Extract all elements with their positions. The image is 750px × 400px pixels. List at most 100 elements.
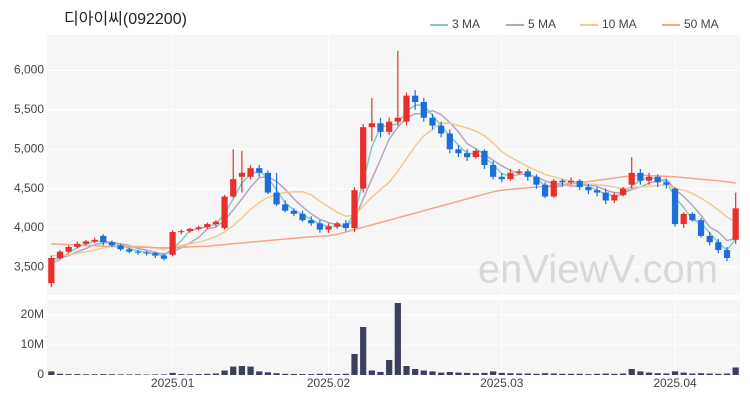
candle-body bbox=[533, 176, 540, 185]
chart-title: 디아이씨(092200) bbox=[64, 10, 187, 28]
candle-body bbox=[100, 235, 107, 243]
candle-body bbox=[481, 150, 488, 165]
candle-body bbox=[438, 125, 445, 134]
candle-body bbox=[238, 172, 246, 177]
candle-body bbox=[273, 192, 280, 205]
volume-bar bbox=[178, 374, 185, 375]
volume-bar bbox=[663, 373, 670, 375]
candle-body bbox=[394, 117, 401, 122]
legend-label: 5 MA bbox=[528, 17, 556, 31]
volume-bar bbox=[498, 372, 505, 375]
volume-bar bbox=[386, 360, 393, 375]
candle-body bbox=[160, 255, 168, 259]
volume-bar bbox=[550, 373, 557, 375]
candle-body bbox=[576, 180, 583, 188]
candle-body bbox=[593, 190, 601, 193]
volume-bar bbox=[342, 373, 349, 375]
candle-body bbox=[472, 150, 479, 158]
volume-bar bbox=[602, 373, 609, 375]
candle-body bbox=[507, 172, 514, 180]
volume-bar bbox=[490, 371, 497, 375]
candle-body bbox=[82, 241, 90, 244]
volume-bar bbox=[65, 374, 72, 375]
y-tick-label: 5,000 bbox=[14, 141, 44, 155]
candle-body bbox=[420, 101, 427, 118]
volume-bar bbox=[282, 373, 289, 375]
ma-line bbox=[50, 104, 737, 265]
candle-body bbox=[386, 121, 393, 132]
candle-body bbox=[403, 95, 410, 122]
volume-bar bbox=[446, 372, 453, 375]
volume-bar bbox=[671, 371, 679, 375]
price-panel bbox=[47, 35, 740, 295]
candle-body bbox=[706, 235, 713, 243]
candle-body bbox=[56, 251, 64, 258]
candle-body bbox=[126, 249, 133, 252]
candle-body bbox=[91, 239, 98, 242]
volume-bar bbox=[697, 373, 705, 375]
candle-body bbox=[256, 168, 263, 173]
y-tick-label: 5,500 bbox=[14, 102, 44, 116]
volume-bar bbox=[360, 327, 367, 375]
candle-body bbox=[204, 224, 211, 228]
volume-bar bbox=[533, 373, 540, 375]
candle-body bbox=[446, 133, 453, 150]
volume-bar bbox=[455, 372, 462, 375]
candle-body bbox=[680, 213, 687, 225]
volume-bar bbox=[715, 373, 722, 375]
x-tick-label: 2025.04 bbox=[653, 376, 697, 390]
candle-body bbox=[619, 188, 627, 195]
x-tick-label: 2025.02 bbox=[307, 376, 351, 390]
volume-bar bbox=[290, 373, 297, 375]
volume-bar bbox=[238, 366, 246, 375]
volume-bar bbox=[541, 373, 549, 375]
volume-bar bbox=[654, 373, 661, 375]
legend-label: 50 MA bbox=[684, 17, 719, 31]
volume-bar bbox=[264, 372, 272, 375]
volume-bar bbox=[195, 374, 202, 375]
candle-body bbox=[697, 220, 705, 236]
candle-body bbox=[412, 95, 419, 102]
candle-body bbox=[541, 184, 549, 197]
volume-bar bbox=[680, 372, 687, 375]
volume-bar bbox=[637, 371, 644, 375]
candle-body bbox=[212, 221, 220, 225]
candle-body bbox=[637, 172, 644, 181]
volume-bar bbox=[169, 372, 176, 375]
candle-body bbox=[498, 176, 505, 180]
candle-body bbox=[290, 210, 297, 214]
candle-body bbox=[611, 194, 618, 201]
y-tick-label: 3,500 bbox=[14, 260, 44, 274]
volume-bar bbox=[394, 303, 401, 375]
candle-body bbox=[152, 253, 159, 256]
candle-body bbox=[282, 204, 289, 211]
ma-line bbox=[51, 174, 736, 249]
x-tick-label: 2025.01 bbox=[151, 376, 195, 390]
candle-body bbox=[169, 231, 176, 255]
volume-bar bbox=[507, 373, 514, 375]
candle-body bbox=[689, 213, 696, 221]
volume-bar bbox=[334, 374, 341, 375]
candle-body bbox=[134, 251, 142, 253]
volume-bar bbox=[593, 373, 601, 375]
volume-bar bbox=[732, 367, 739, 375]
volume-bar bbox=[256, 371, 263, 375]
watermark: enViewV.com bbox=[478, 248, 718, 292]
volume-bar bbox=[108, 374, 116, 375]
volume-bar bbox=[412, 369, 419, 375]
y-tick-label: 10M bbox=[21, 337, 44, 351]
y-tick-label: 0 bbox=[37, 367, 44, 381]
candle-body bbox=[490, 165, 497, 177]
volume-panel bbox=[47, 300, 740, 375]
volume-bar bbox=[567, 373, 575, 375]
volume-bar bbox=[247, 366, 254, 375]
candle-body bbox=[65, 246, 72, 252]
candle-body bbox=[567, 180, 575, 183]
volume-bar bbox=[91, 374, 98, 375]
candle-body bbox=[351, 190, 358, 229]
candle-body bbox=[195, 227, 202, 229]
legend-label: 10 MA bbox=[602, 17, 637, 31]
candle-body bbox=[360, 127, 367, 189]
candle-body bbox=[186, 228, 194, 232]
candle-body bbox=[325, 226, 332, 230]
